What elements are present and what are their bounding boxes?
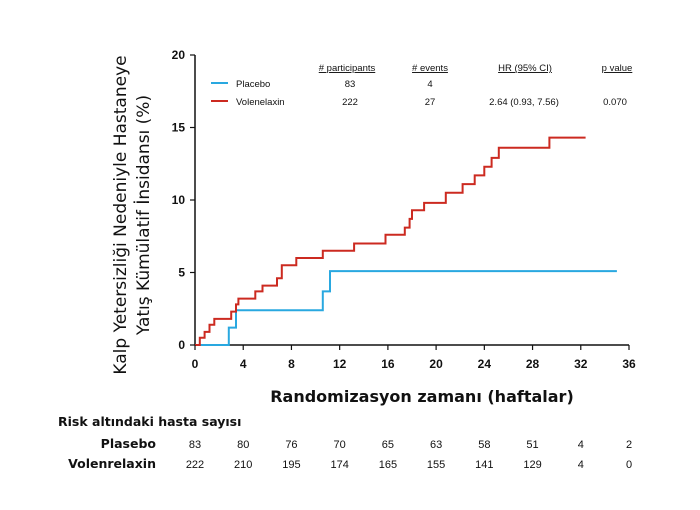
legend-p-volenelaxin: 0.070 <box>603 97 627 108</box>
y-tick-label: 10 <box>172 193 186 207</box>
risk-cell: 155 <box>427 459 445 471</box>
x-axis-label: Randomizasyon zamanı (haftalar) <box>270 387 574 406</box>
y-axis-label-line1: Kalp Yetersizliği Nedeniyle Hastaneye <box>111 55 131 374</box>
x-tick-label: 4 <box>240 357 247 371</box>
risk-cell: 174 <box>330 459 348 471</box>
risk-cell: 0 <box>626 459 632 471</box>
x-tick-label: 8 <box>288 357 295 371</box>
legend-header-events: # events <box>412 63 448 74</box>
x-tick-label: 32 <box>574 357 588 371</box>
legend-header-hr: HR (95% CI) <box>498 63 552 74</box>
series-line-placebo <box>195 270 617 346</box>
x-tick-label: 12 <box>333 357 347 371</box>
risk-cell: 165 <box>379 459 397 471</box>
y-tick-label: 15 <box>172 121 186 135</box>
legend: # participants # events HR (95% CI) p va… <box>211 63 632 108</box>
legend-participants-volenelaxin: 222 <box>342 97 358 108</box>
legend-name-volenelaxin: Volenelaxin <box>236 97 285 108</box>
risk-cell: 4 <box>578 439 584 451</box>
risk-cell: 141 <box>475 459 493 471</box>
risk-table-title: Risk altındaki hasta sayısı <box>58 414 241 429</box>
risk-cell: 76 <box>285 439 297 451</box>
legend-name-placebo: Placebo <box>236 79 270 90</box>
legend-header-p: p value <box>602 63 633 74</box>
risk-cell: 80 <box>237 439 249 451</box>
risk-cell: 129 <box>523 459 541 471</box>
x-tick-label: 36 <box>622 357 636 371</box>
x-tick-label: 0 <box>192 357 199 371</box>
risk-cell: 210 <box>234 459 252 471</box>
risk-row-label-volenrelaxin: Volenrelaxin <box>68 456 156 471</box>
legend-events-placebo: 4 <box>427 79 432 90</box>
series-line-volenelaxin <box>195 136 586 346</box>
risk-cell: 195 <box>282 459 300 471</box>
legend-header-participants: # participants <box>319 63 376 74</box>
x-tick-label: 20 <box>429 357 443 371</box>
axis-ticks: 0 4 8 12 16 20 24 28 32 36 0 5 10 15 20 <box>172 48 636 371</box>
legend-hr-volenelaxin: 2.64 (0.93, 7.56) <box>489 97 559 108</box>
y-tick-label: 5 <box>178 266 185 280</box>
y-axis-label-line2: Yatış Kümülatif İnsidansı (%) <box>133 95 154 336</box>
risk-cell: 63 <box>430 439 442 451</box>
plot-curves <box>195 136 617 346</box>
legend-participants-placebo: 83 <box>345 79 356 90</box>
y-tick-label: 0 <box>178 338 185 352</box>
legend-events-volenelaxin: 27 <box>425 97 436 108</box>
y-tick-label: 20 <box>172 48 186 62</box>
risk-cell: 4 <box>578 459 584 471</box>
x-tick-label: 28 <box>526 357 540 371</box>
risk-cell: 65 <box>382 439 394 451</box>
risk-cell: 58 <box>478 439 490 451</box>
risk-cell: 70 <box>334 439 346 451</box>
risk-row-label-placebo: Plasebo <box>101 436 157 451</box>
risk-cell: 222 <box>186 459 204 471</box>
x-tick-label: 24 <box>478 357 492 371</box>
risk-cell: 83 <box>189 439 201 451</box>
x-tick-label: 16 <box>381 357 395 371</box>
risk-cell: 51 <box>526 439 538 451</box>
risk-cell: 2 <box>626 439 632 451</box>
